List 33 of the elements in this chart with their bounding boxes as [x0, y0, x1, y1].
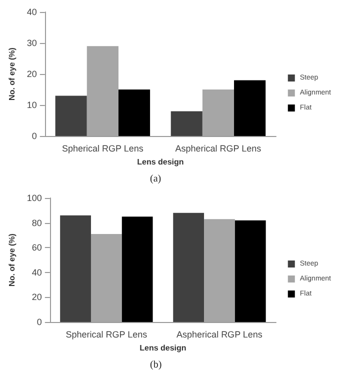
bar — [173, 212, 204, 322]
text: (a) — [150, 174, 162, 184]
bar — [55, 96, 87, 136]
y-tick-label: 80 — [32, 218, 42, 228]
bar — [234, 80, 266, 136]
y-tick-label: 40 — [32, 267, 42, 278]
bar — [170, 111, 202, 136]
y-tick-label: 20 — [32, 292, 42, 302]
x-tick-label: Spherical RGP Lens — [62, 144, 144, 154]
bar — [90, 234, 122, 322]
bar — [122, 216, 153, 322]
y-tick-label: 20 — [26, 69, 37, 79]
y-tick-label: 30 — [26, 38, 37, 48]
bar — [60, 215, 91, 322]
x-tick-label: Aspherical RGP Lens — [175, 144, 262, 154]
x-axis-title: Lens design — [140, 344, 186, 352]
bar — [204, 219, 235, 322]
bar — [86, 46, 118, 136]
y-tick-label: 0 — [32, 131, 37, 141]
x-tick-label: Spherical RGP Lens — [66, 330, 148, 340]
y-tick-label: 60 — [32, 242, 42, 253]
y-tick-label: 40 — [26, 7, 37, 17]
y-tick-label: 0 — [36, 317, 42, 327]
bar — [118, 90, 150, 136]
x-tick-label: Aspherical RGP Lens — [176, 330, 263, 340]
bar — [234, 220, 266, 322]
x-axis-title: Lens design — [137, 158, 184, 166]
y-tick-label: 100 — [26, 193, 42, 203]
y-axis-title: No. of eye (%) — [8, 47, 16, 100]
y-axis-title: No. of eye (%) — [8, 233, 16, 286]
text: (b) — [150, 360, 162, 370]
bar — [202, 90, 234, 136]
y-tick-label: 10 — [26, 100, 37, 110]
